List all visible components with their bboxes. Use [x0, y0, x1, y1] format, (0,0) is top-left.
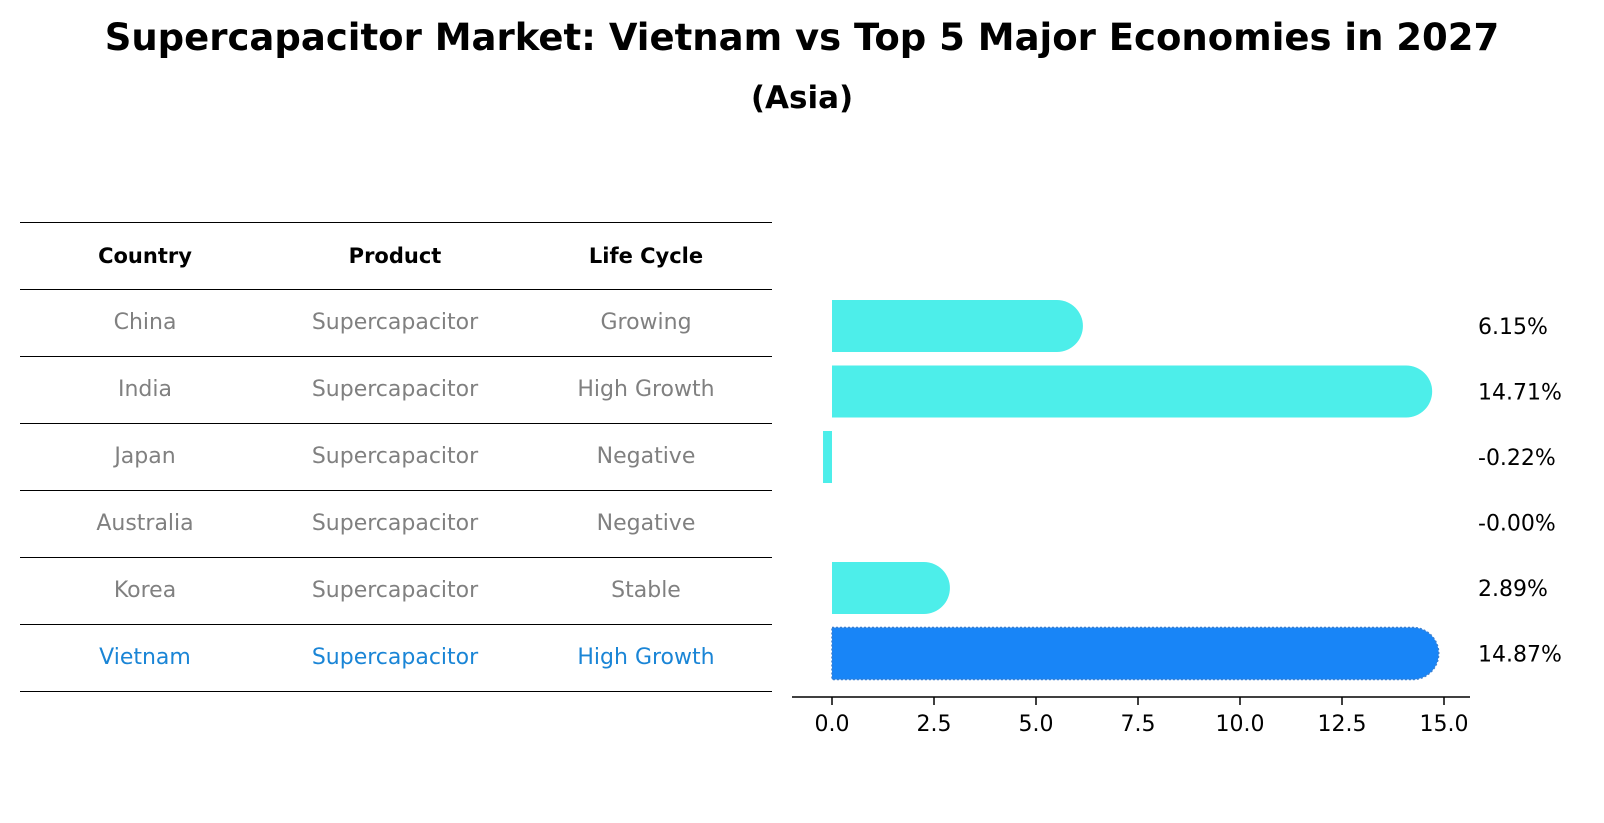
chart-subtitle: (Asia) [750, 80, 854, 116]
table-row: Japan Supercapacitor Negative [20, 423, 772, 490]
cell-country: China [113, 310, 177, 335]
cell-life-cycle: Growing [600, 310, 692, 335]
table-row: Australia Supercapacitor Negative [20, 490, 772, 557]
column-header-life-cycle: Life Cycle [588, 244, 704, 268]
cell-product: Supercapacitor [311, 310, 479, 335]
cell-life-cycle: Stable [611, 578, 681, 603]
x-tick-label: 15.0 [1420, 712, 1469, 737]
table-row-highlighted: Vietnam Supercapacitor High Growth [20, 624, 772, 692]
value-label: 2.89% [1478, 577, 1548, 602]
cell-life-cycle: Negative [596, 444, 696, 469]
bar-india [832, 365, 1433, 418]
bar-japan [823, 431, 832, 483]
comparison-table: Country Product Life Cycle China Superca… [20, 222, 772, 692]
value-label: 6.15% [1478, 315, 1548, 340]
value-label: -0.00% [1478, 512, 1556, 537]
table-header-row: Country Product Life Cycle [20, 222, 772, 289]
value-label: 14.87% [1478, 643, 1562, 668]
chart-title: Supercapacitor Market: Vietnam vs Top 5 … [104, 16, 1500, 59]
cell-life-cycle: High Growth [577, 645, 715, 670]
cell-product: Supercapacitor [311, 578, 479, 603]
table-row: Korea Supercapacitor Stable [20, 557, 772, 624]
cell-country: Vietnam [99, 645, 191, 670]
x-tick-label: 7.5 [1121, 712, 1156, 737]
x-tick-label: 0.0 [815, 712, 850, 737]
cell-country: India [118, 377, 172, 402]
x-tick-label: 5.0 [1019, 712, 1054, 737]
bar-korea [832, 562, 950, 614]
bar-china [832, 300, 1083, 352]
table-row: India Supercapacitor High Growth [20, 356, 772, 423]
table-row: China Supercapacitor Growing [20, 289, 772, 356]
value-label: -0.22% [1478, 446, 1556, 471]
value-label: 14.71% [1478, 381, 1562, 406]
cell-life-cycle: Negative [596, 511, 696, 536]
column-header-product: Product [348, 244, 442, 268]
x-tick-label: 10.0 [1216, 712, 1265, 737]
column-header-country: Country [98, 244, 192, 268]
x-tick-label: 12.5 [1318, 712, 1367, 737]
cell-country: Australia [96, 511, 194, 536]
cell-product: Supercapacitor [311, 377, 479, 402]
x-tick-label: 2.5 [917, 712, 952, 737]
cell-product: Supercapacitor [311, 444, 479, 469]
cell-product: Supercapacitor [311, 645, 479, 670]
cell-product: Supercapacitor [311, 511, 479, 536]
cell-country: Japan [114, 444, 176, 469]
cell-life-cycle: High Growth [577, 377, 715, 402]
bar-vietnam [831, 626, 1440, 681]
cell-country: Korea [113, 578, 177, 603]
